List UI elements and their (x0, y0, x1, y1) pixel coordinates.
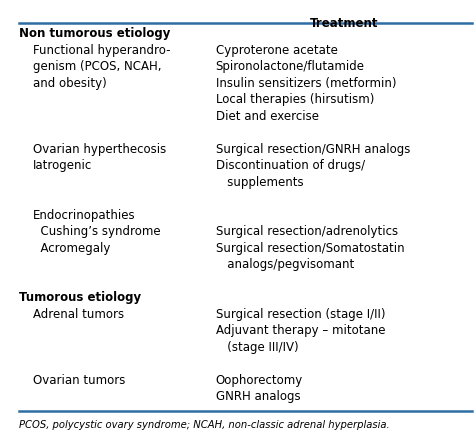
Text: genism (PCOS, NCAH,: genism (PCOS, NCAH, (33, 60, 162, 74)
Text: supplements: supplements (216, 176, 303, 189)
Text: Tumorous etiology: Tumorous etiology (19, 291, 141, 304)
Text: Surgical resection/GNRH analogs: Surgical resection/GNRH analogs (216, 143, 410, 156)
Text: Local therapies (hirsutism): Local therapies (hirsutism) (216, 93, 374, 106)
Text: Cushing’s syndrome: Cushing’s syndrome (33, 225, 161, 238)
Text: Acromegaly: Acromegaly (33, 242, 110, 255)
Text: Adjuvant therapy – mitotane: Adjuvant therapy – mitotane (216, 324, 385, 337)
Text: and obesity): and obesity) (33, 77, 107, 90)
Text: Treatment: Treatment (310, 17, 378, 30)
Text: Iatrogenic: Iatrogenic (33, 159, 92, 172)
Text: Ovarian hyperthecosis: Ovarian hyperthecosis (33, 143, 166, 156)
Text: analogs/pegvisomant: analogs/pegvisomant (216, 258, 354, 271)
Text: Functional hyperandro-: Functional hyperandro- (33, 44, 171, 57)
Text: PCOS, polycystic ovary syndrome; NCAH, non-classic adrenal hyperplasia.: PCOS, polycystic ovary syndrome; NCAH, n… (19, 420, 390, 430)
Text: Surgical resection/adrenolytics: Surgical resection/adrenolytics (216, 225, 398, 238)
Text: Ovarian tumors: Ovarian tumors (33, 374, 126, 387)
Text: Surgical resection/Somatostatin: Surgical resection/Somatostatin (216, 242, 404, 255)
Text: Oophorectomy: Oophorectomy (216, 374, 303, 387)
Text: Discontinuation of drugs/: Discontinuation of drugs/ (216, 159, 365, 172)
Text: Adrenal tumors: Adrenal tumors (33, 308, 124, 321)
Text: Insulin sensitizers (metformin): Insulin sensitizers (metformin) (216, 77, 396, 90)
Text: Endocrinopathies: Endocrinopathies (33, 209, 136, 222)
Text: Non tumorous etiology: Non tumorous etiology (19, 27, 170, 40)
Text: (stage III/IV): (stage III/IV) (216, 341, 298, 354)
Text: GNRH analogs: GNRH analogs (216, 390, 301, 403)
Text: Diet and exercise: Diet and exercise (216, 110, 319, 123)
Text: Cyproterone acetate: Cyproterone acetate (216, 44, 337, 57)
Text: Surgical resection (stage I/II): Surgical resection (stage I/II) (216, 308, 385, 321)
Text: Spironolactone/flutamide: Spironolactone/flutamide (216, 60, 365, 74)
